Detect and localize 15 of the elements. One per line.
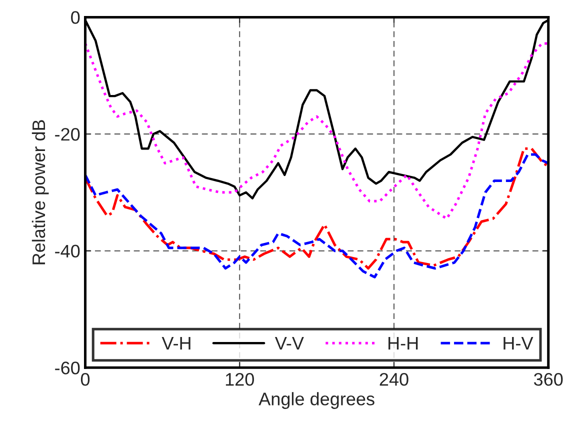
x-axis-title: Angle degrees [258,392,374,409]
legend-label: H-V [504,337,534,350]
x-tick-label: 120 [226,372,254,386]
x-tick-label: 0 [80,372,90,386]
y-axis-title: Relative power dB [32,120,49,264]
y-tick-label: -40 [55,244,80,258]
x-tick-label: 360 [534,372,563,386]
x-tick-label: 240 [380,372,408,386]
legend-label: V-H [162,337,190,350]
legend-label: H-H [388,337,418,350]
y-tick-label: -60 [55,362,80,374]
line-series [85,42,548,220]
y-tick-label: -20 [55,128,80,141]
legend-label: V-V [274,337,304,350]
y-tick-label: 0 [71,11,80,24]
